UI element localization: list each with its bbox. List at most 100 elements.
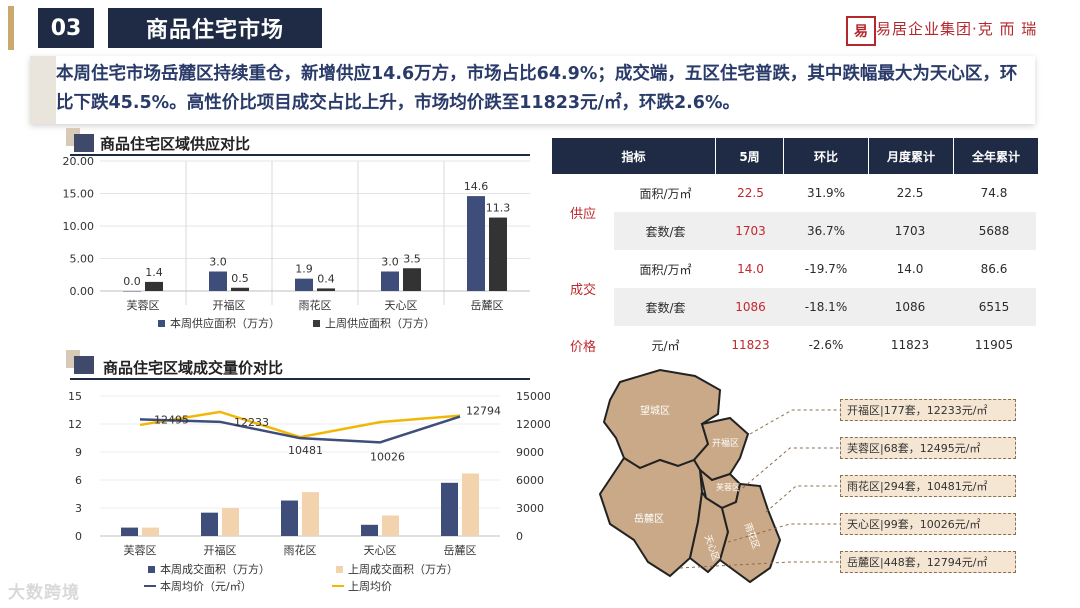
district-map: 望城区 开福区 岳麓区 天心区 雨花区 芙蓉区 — [598, 368, 840, 584]
deal-legend: 本周成交面积（万方） 上周成交面积（万方） 本周均价（元/㎡） 上周均价 — [144, 562, 458, 593]
y-right-tick: 12000 — [516, 418, 550, 431]
watermark: 大数跨境 — [8, 583, 80, 603]
legend-this-week: 本周供应面积（万方） — [170, 316, 280, 330]
legend-swatch-deal-last — [336, 566, 343, 573]
bar-last-week — [231, 287, 249, 291]
th-indicator: 指标 — [552, 138, 716, 174]
price-data-label: 12794 — [466, 405, 501, 418]
th-week: 5周 — [715, 138, 784, 174]
bar-value-label: 11.3 — [486, 202, 511, 215]
y-tick-label: 15.00 — [63, 188, 95, 201]
legend-deal-this: 本周成交面积（万方） — [160, 562, 270, 576]
cell-mom: 31.9% — [784, 174, 868, 212]
map-label-kaifu: 开福区 — [712, 437, 739, 449]
company-logo-icon: 易 — [846, 16, 876, 46]
cell-metric: 套数/套 — [614, 288, 717, 326]
table-row: 价格 元/㎡ 11823 -2.6% 11823 11905 — [552, 326, 1036, 364]
leader-line — [737, 447, 840, 493]
y-left-tick: 0 — [75, 530, 82, 543]
deal-bar-last — [382, 515, 399, 536]
bar-last-week — [489, 217, 507, 291]
deal-bar-last — [222, 508, 239, 536]
price-data-label: 10481 — [288, 444, 323, 457]
bar-this-week — [209, 271, 227, 291]
bar-value-label: 3.0 — [209, 256, 227, 269]
y-right-tick: 6000 — [516, 474, 544, 487]
deal-bar-last — [462, 473, 479, 536]
supply-chart: 0.0 1.4 3.0 0.5 1.9 0.4 3.0 3.5 14.6 11.3 0.00 5.0… — [63, 155, 530, 330]
bar-last-week — [145, 281, 163, 291]
cell-metric: 面积/万㎡ — [614, 174, 717, 212]
map-callout-yuhua: 雨花区|294套，10481元/㎡ — [840, 475, 1016, 497]
cell-metric: 面积/万㎡ — [614, 250, 717, 288]
bar-value-label: 0.5 — [231, 272, 249, 285]
category-label: 岳麓区 — [471, 299, 504, 312]
table-row: 成交 面积/万㎡ 14.0 -19.7% 14.0 86.6 — [552, 250, 1036, 326]
category-label: 芙蓉区 — [127, 298, 160, 312]
cell-week: 1703 — [717, 212, 784, 250]
deal-chart: 12495 12233 10481 10026 12794 0 0 3 3000 6 6000 9 9… — [68, 390, 550, 593]
bar-this-week — [467, 196, 485, 291]
page-title: 商品住宅市场 — [108, 8, 322, 48]
price-data-label: 12233 — [234, 416, 269, 429]
legend-last-week: 上周供应面积（万方） — [325, 316, 435, 330]
y-tick-label: 5.00 — [70, 253, 95, 266]
category-label: 天心区 — [364, 544, 397, 557]
y-left-tick: 6 — [75, 474, 82, 487]
deal-bar-last — [142, 527, 159, 536]
y-tick-label: 10.00 — [63, 220, 95, 233]
heading-block-icon — [74, 134, 94, 152]
cell-mom: -19.7% — [784, 250, 868, 288]
deal-bar-this — [281, 500, 298, 536]
cell-month: 14.0 — [868, 250, 952, 288]
cell-month: 1703 — [868, 212, 952, 250]
y-right-tick: 0 — [516, 530, 523, 543]
cell-week: 14.0 — [717, 250, 784, 288]
map-label-yuelu: 岳麓区 — [634, 512, 664, 525]
cell-year: 5688 — [952, 212, 1036, 250]
y-left-tick: 12 — [68, 418, 82, 431]
heading-divider — [70, 378, 530, 380]
legend-swatch-deal-this — [148, 566, 155, 573]
leader-line — [749, 409, 840, 435]
deal-bar-this — [441, 482, 458, 536]
cell-week: 1086 — [717, 288, 784, 326]
row-group-label: 成交 — [552, 250, 614, 326]
cell-mom: 36.7% — [784, 212, 868, 250]
bar-this-week — [295, 278, 313, 291]
map-label-furong: 芙蓉区 — [716, 482, 740, 492]
cell-year: 74.8 — [952, 174, 1036, 212]
map-callout-tianxin: 天心区|99套，10026元/㎡ — [840, 513, 1016, 535]
y-right-tick: 15000 — [516, 390, 550, 403]
leader-line — [727, 523, 840, 543]
deal-bar-this — [201, 512, 218, 536]
bar-last-week — [403, 268, 421, 291]
cell-month: 22.5 — [868, 174, 952, 212]
bar-value-label: 14.6 — [464, 180, 489, 193]
cell-year: 6515 — [952, 288, 1036, 326]
leader-line — [679, 561, 840, 569]
price-data-label: 12495 — [154, 413, 189, 426]
cell-metric: 元/㎡ — [614, 326, 717, 364]
deal-bar-last — [302, 492, 319, 536]
cell-metric: 套数/套 — [614, 212, 717, 250]
y-tick-label: 0.00 — [70, 285, 95, 298]
table-row: 套数/套 1703 36.7% 1703 5688 — [552, 212, 1036, 250]
cell-month: 1086 — [868, 288, 952, 326]
summary-bar — [30, 56, 1035, 124]
cell-year: 11905 — [952, 326, 1036, 364]
map-callout-yuelu: 岳麓区|448套，12794元/㎡ — [840, 551, 1016, 573]
supply-chart-title: 商品住宅区域供应对比 — [100, 135, 251, 153]
y-left-tick: 3 — [75, 502, 82, 515]
stats-table: 指标 5周 环比 月度累计 全年累计 — [552, 138, 1038, 174]
category-label: 开福区 — [204, 543, 237, 557]
legend-swatch-last-week — [313, 320, 320, 327]
y-right-tick: 3000 — [516, 502, 544, 515]
y-right-tick: 9000 — [516, 446, 544, 459]
price-data-label: 10026 — [370, 450, 405, 463]
stats-table-body: 供应 面积/万㎡ 22.5 31.9% 22.5 74.8 套数/套 1703 36.7% 170… — [552, 174, 1036, 364]
legend-deal-last: 上周成交面积（万方） — [348, 562, 458, 576]
bar-value-label: 3.0 — [381, 256, 399, 269]
cell-mom: -18.1% — [784, 288, 868, 326]
bar-value-label: 3.5 — [403, 252, 421, 265]
